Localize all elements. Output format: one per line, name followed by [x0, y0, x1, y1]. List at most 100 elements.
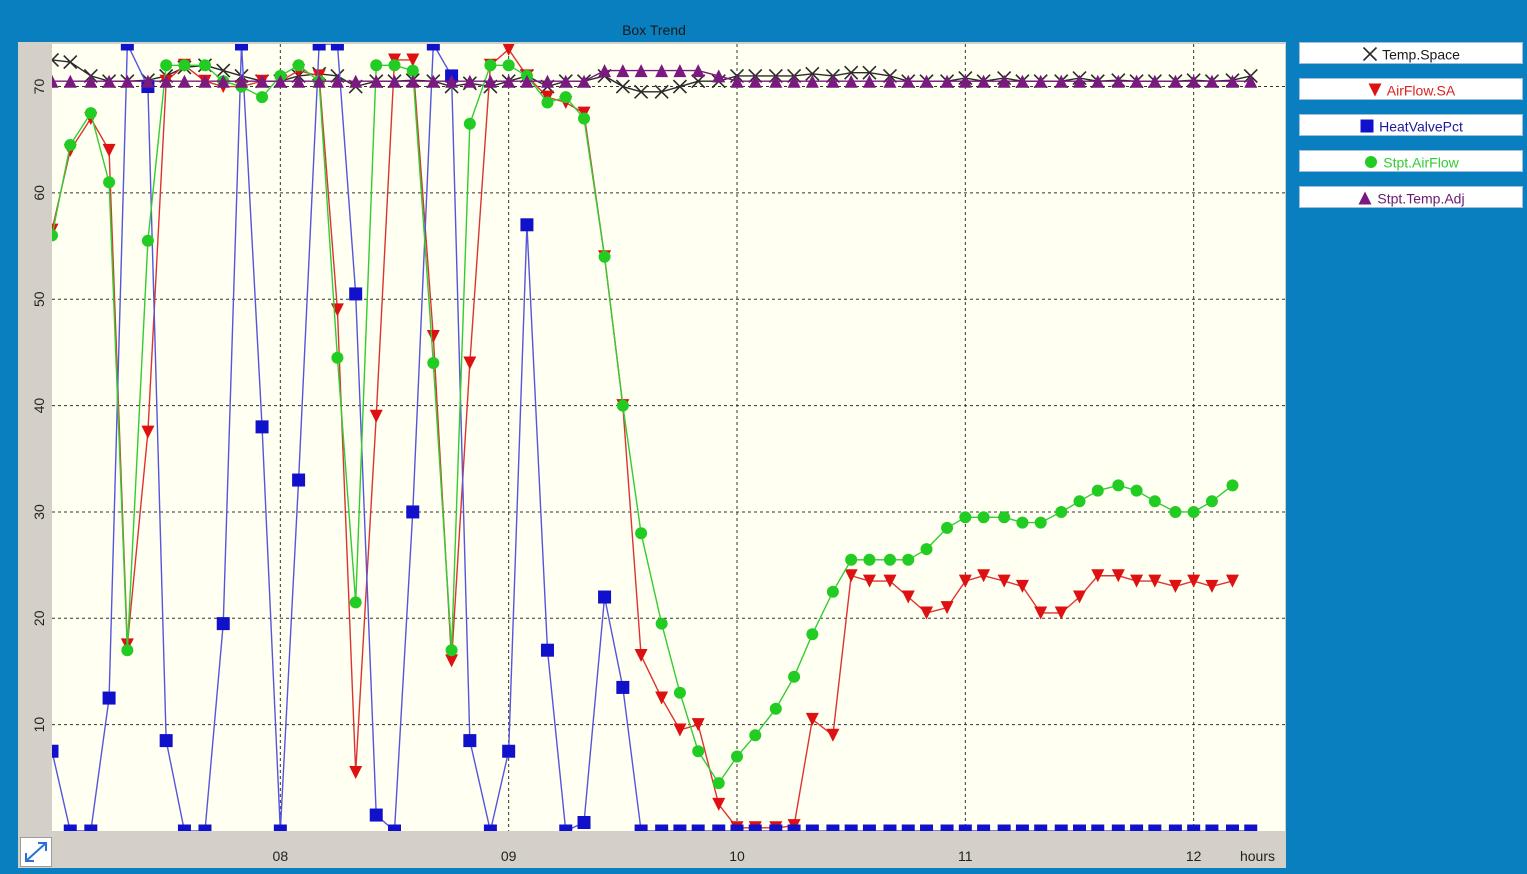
data-point: [1187, 574, 1201, 588]
data-point: [1073, 590, 1086, 604]
data-point: [883, 553, 896, 566]
data-point: [748, 74, 762, 88]
data-point: [292, 59, 305, 72]
data-point: [426, 74, 440, 88]
data-point: [427, 357, 440, 370]
x-tick-label: 08: [273, 848, 289, 864]
data-point: [958, 824, 972, 831]
data-point: [655, 64, 669, 78]
data-point: [977, 569, 991, 583]
y-tick-label: 10: [31, 717, 47, 733]
data-point: [1169, 505, 1182, 518]
data-point: [655, 617, 668, 630]
legend-item: Stpt.Temp.Adj: [1299, 186, 1523, 208]
data-point: [692, 745, 705, 758]
data-point: [902, 553, 915, 566]
data-point: [159, 734, 173, 748]
data-point: [369, 74, 383, 88]
data-point: [826, 74, 840, 88]
data-point: [883, 574, 897, 588]
data-point: [673, 824, 687, 831]
y-tick-label: 50: [31, 291, 47, 307]
data-point: [673, 686, 686, 699]
data-point: [349, 74, 363, 88]
data-point: [712, 69, 726, 83]
data-point: [1015, 74, 1029, 88]
data-point: [255, 420, 269, 434]
data-point: [1205, 579, 1219, 593]
data-point: [1187, 824, 1201, 831]
data-point: [406, 64, 419, 77]
y-tick-label: 60: [31, 185, 47, 201]
data-point: [805, 74, 819, 88]
data-point: [1226, 479, 1239, 492]
data-point: [616, 64, 630, 78]
data-point: [1091, 569, 1105, 583]
data-point: [121, 644, 134, 657]
legend-marker: [1358, 191, 1372, 205]
data-point: [63, 74, 77, 88]
data-point: [502, 74, 516, 88]
data-point: [844, 824, 858, 831]
data-point: [52, 52, 60, 68]
data-point: [388, 59, 401, 72]
chart-title: Box Trend: [622, 22, 686, 38]
data-point: [1168, 74, 1182, 88]
data-point: [977, 74, 991, 88]
data-point: [920, 74, 934, 88]
data-point: [634, 64, 648, 78]
data-point: [862, 74, 876, 88]
data-point: [1091, 74, 1105, 88]
data-point: [160, 59, 173, 72]
data-point: [788, 670, 801, 683]
legend-item: Temp.Space: [1299, 42, 1523, 64]
data-point: [1054, 74, 1068, 88]
data-point: [920, 606, 934, 620]
zoom-diagonal-icon: [25, 842, 47, 862]
data-point: [445, 644, 458, 657]
data-point: [862, 824, 876, 831]
data-point: [103, 176, 116, 189]
trend-chart: 10 20 30 40 50 60 70 08 09 10 11 12 hours: [31, 44, 1285, 864]
data-point: [120, 44, 134, 51]
data-point: [977, 824, 991, 831]
data-point: [787, 74, 801, 88]
data-point: [256, 91, 269, 104]
zoom-button[interactable]: [20, 837, 52, 867]
legend: Temp.Space AirFlow.SA HeatValvePct Stpt.Air…: [1299, 42, 1523, 222]
data-point: [102, 74, 116, 88]
data-point: [748, 824, 762, 831]
legend-label: Stpt.Temp.Adj: [1377, 190, 1465, 207]
data-point: [235, 74, 249, 88]
data-point: [901, 824, 915, 831]
data-point: [654, 84, 669, 99]
data-point: [559, 74, 573, 88]
legend-marker: [1360, 119, 1374, 133]
legend-label: HeatValvePct: [1379, 118, 1463, 135]
data-point: [1073, 495, 1086, 508]
legend-label: AirFlow.SA: [1386, 82, 1456, 99]
data-point: [634, 649, 648, 663]
data-point: [63, 55, 78, 70]
data-point: [883, 824, 897, 831]
data-point: [1015, 579, 1029, 593]
data-point: [1055, 505, 1068, 518]
data-point: [484, 59, 497, 72]
data-point: [540, 643, 554, 657]
legend-label: Temp.Space: [1382, 46, 1460, 63]
data-point: [598, 64, 612, 78]
x-tick-label: 12: [1186, 848, 1202, 864]
data-point: [1091, 484, 1104, 497]
data-point: [1148, 74, 1162, 88]
data-point: [312, 74, 326, 88]
data-point: [901, 590, 915, 604]
legend-item: Stpt.AirFlow: [1299, 150, 1523, 172]
data-point: [673, 64, 687, 78]
data-point: [598, 590, 612, 604]
data-point: [940, 824, 954, 831]
data-point: [502, 44, 515, 56]
data-point: [141, 74, 155, 88]
data-point: [998, 511, 1011, 524]
data-point: [52, 744, 59, 758]
data-point: [52, 229, 58, 242]
